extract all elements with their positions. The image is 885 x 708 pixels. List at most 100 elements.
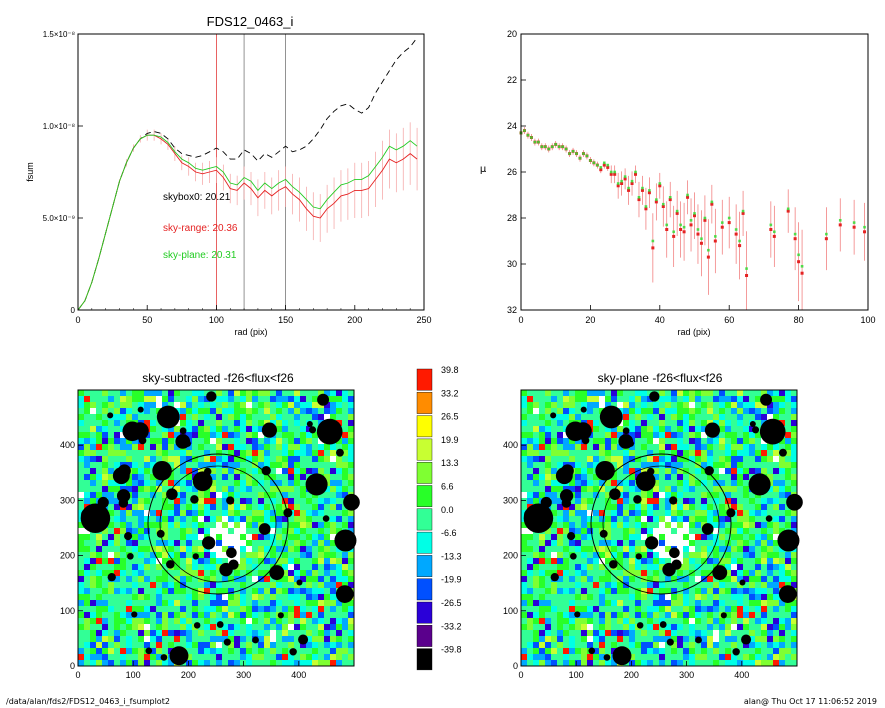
image-pixel xyxy=(599,654,605,660)
image-pixel xyxy=(659,432,665,438)
image-pixel xyxy=(258,564,264,570)
image-pixel xyxy=(743,480,749,486)
image-pixel xyxy=(324,582,330,588)
image-pixel xyxy=(186,540,192,546)
image-pixel xyxy=(246,474,252,480)
image-pixel xyxy=(755,564,761,570)
image-pixel xyxy=(701,630,707,636)
image-pixel xyxy=(599,618,605,624)
image-pixel xyxy=(246,408,252,414)
image-pixel xyxy=(593,558,599,564)
image-pixel xyxy=(216,516,222,522)
image-pixel xyxy=(647,528,653,534)
image-pixel xyxy=(575,660,581,666)
image-pixel xyxy=(204,390,210,396)
image-pixel xyxy=(90,570,96,576)
image-pixel xyxy=(222,516,228,522)
image-pixel xyxy=(144,588,150,594)
image-pixel xyxy=(737,606,743,612)
image-pixel xyxy=(294,522,300,528)
image-pixel xyxy=(138,648,144,654)
image-pixel xyxy=(527,660,533,666)
image-pixel xyxy=(204,642,210,648)
image-pixel xyxy=(707,624,713,630)
image-pixel xyxy=(246,534,252,540)
image-pixel xyxy=(539,468,545,474)
image-pixel xyxy=(593,444,599,450)
image-pixel xyxy=(216,636,222,642)
image-pixel xyxy=(342,642,348,648)
image-pixel xyxy=(683,396,689,402)
image-pixel xyxy=(701,450,707,456)
image-pixel xyxy=(216,510,222,516)
image-pixel xyxy=(599,510,605,516)
image-pixel xyxy=(288,582,294,588)
image-pixel xyxy=(78,462,84,468)
image-pixel xyxy=(767,540,773,546)
image-pixel xyxy=(545,564,551,570)
image-pixel xyxy=(611,480,617,486)
image-pixel xyxy=(671,438,677,444)
image-pixel xyxy=(641,420,647,426)
image-pixel xyxy=(653,564,659,570)
x-tick-label: 20 xyxy=(585,315,595,325)
image-pixel xyxy=(629,516,635,522)
image-pixel xyxy=(533,648,539,654)
image-pixel xyxy=(282,432,288,438)
image-pixel xyxy=(605,492,611,498)
image-pixel xyxy=(228,642,234,648)
image-pixel xyxy=(144,396,150,402)
image-pixel xyxy=(312,576,318,582)
image-pixel xyxy=(90,486,96,492)
image-pixel xyxy=(605,450,611,456)
image-pixel xyxy=(132,636,138,642)
image-pixel xyxy=(737,450,743,456)
image-pixel xyxy=(641,654,647,660)
image-pixel xyxy=(240,570,246,576)
image-pixel xyxy=(102,600,108,606)
image-pixel xyxy=(234,438,240,444)
image-pixel xyxy=(731,402,737,408)
image-pixel xyxy=(677,396,683,402)
image-pixel xyxy=(78,396,84,402)
image-pixel xyxy=(186,636,192,642)
image-pixel xyxy=(150,564,156,570)
image-pixel xyxy=(737,582,743,588)
colorbar-swatch xyxy=(416,438,433,461)
image-pixel xyxy=(791,414,797,420)
image-pixel xyxy=(557,480,563,486)
image-pixel xyxy=(78,636,84,642)
image-pixel xyxy=(324,576,330,582)
image-pixel xyxy=(174,576,180,582)
image-pixel xyxy=(114,444,120,450)
image-pixel xyxy=(330,588,336,594)
image-pixel xyxy=(138,396,144,402)
image-pixel xyxy=(234,618,240,624)
image-pixel xyxy=(533,426,539,432)
image-pixel xyxy=(156,606,162,612)
image-pixel xyxy=(306,606,312,612)
image-pixel xyxy=(593,504,599,510)
image-pixel xyxy=(228,588,234,594)
image-pixel xyxy=(725,432,731,438)
image-pixel xyxy=(336,480,342,486)
image-pixel xyxy=(635,522,641,528)
image-pixel xyxy=(785,396,791,402)
image-pixel xyxy=(150,456,156,462)
image-pixel xyxy=(192,660,198,666)
image-pixel xyxy=(701,390,707,396)
image-pixel xyxy=(300,414,306,420)
image-pixel xyxy=(114,564,120,570)
y-tick-label: 400 xyxy=(503,440,518,450)
image-pixel xyxy=(779,414,785,420)
aperture-ellipse-inner xyxy=(602,465,720,583)
image-pixel xyxy=(581,540,587,546)
image-pixel xyxy=(96,408,102,414)
image-pixel xyxy=(222,546,228,552)
image-pixel xyxy=(84,492,90,498)
image-pixel xyxy=(324,498,330,504)
image-pixel xyxy=(264,510,270,516)
image-pixel xyxy=(156,450,162,456)
image-pixel xyxy=(605,432,611,438)
image-pixel xyxy=(306,588,312,594)
